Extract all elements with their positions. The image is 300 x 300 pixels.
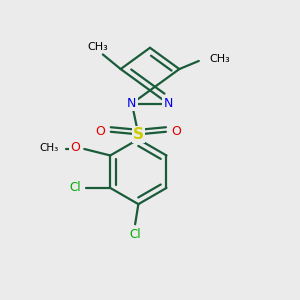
Text: N: N: [164, 97, 173, 110]
Text: O: O: [95, 125, 105, 138]
Text: Cl: Cl: [70, 182, 81, 194]
Text: N: N: [127, 97, 136, 110]
Text: CH₃: CH₃: [39, 143, 58, 153]
Text: O: O: [171, 125, 181, 138]
Text: CH₃: CH₃: [209, 54, 230, 64]
Text: S: S: [133, 127, 144, 142]
Text: Cl: Cl: [129, 227, 141, 241]
Text: CH₃: CH₃: [88, 42, 108, 52]
Text: O: O: [70, 140, 80, 154]
